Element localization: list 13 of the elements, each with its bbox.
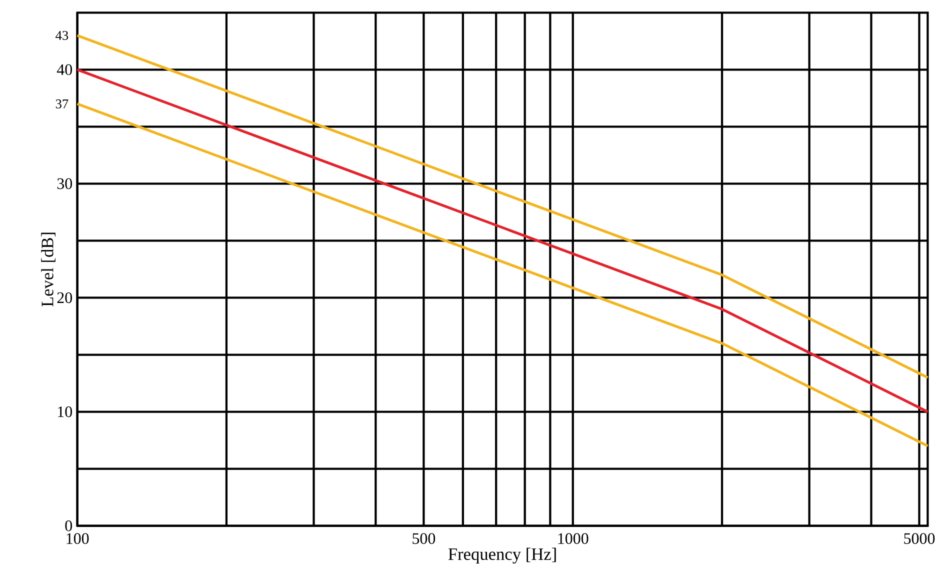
x-axis-title: Frequency [Hz] xyxy=(448,548,556,564)
y-axis-title: Level [dB] xyxy=(41,232,56,307)
y-tick-label: 30 xyxy=(57,178,72,190)
x-tick-label: 100 xyxy=(66,533,89,544)
x-tick-label: 1000 xyxy=(558,533,588,544)
annotation: 37 xyxy=(56,100,68,108)
y-tick-label: 0 xyxy=(65,520,72,532)
y-tick-label: 20 xyxy=(57,292,72,304)
annotation: 43 xyxy=(56,31,68,40)
y-tick-label: 40 xyxy=(56,64,72,76)
y-tick-label: 10 xyxy=(58,406,72,418)
x-tick-label: 500 xyxy=(412,533,436,544)
x-tick-label: 5000 xyxy=(904,533,935,544)
